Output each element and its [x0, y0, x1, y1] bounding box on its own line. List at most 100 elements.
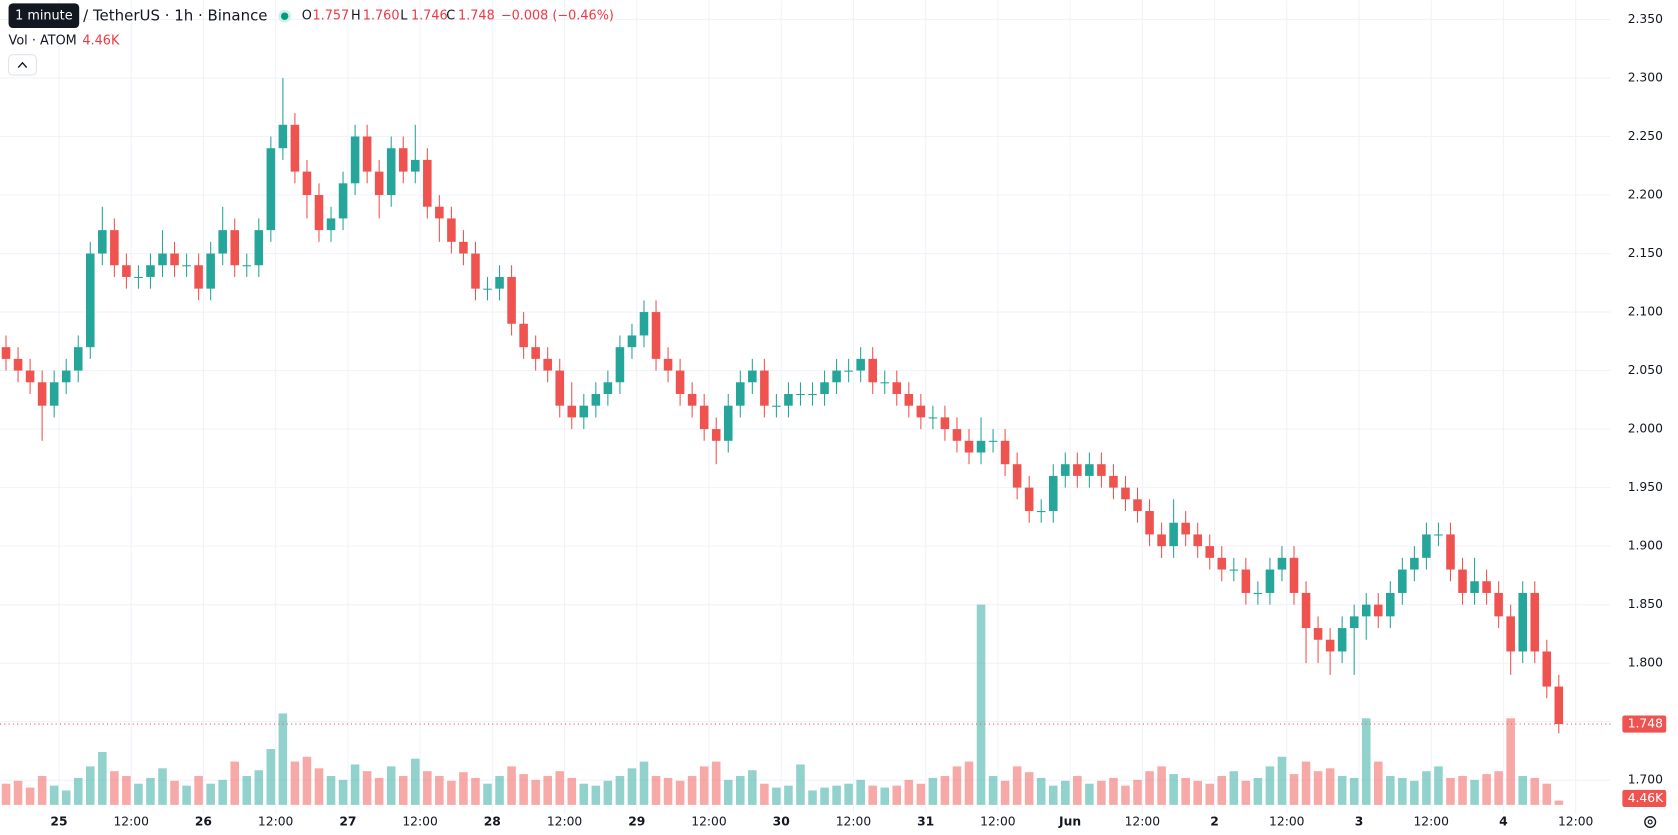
candle-body: [326, 218, 336, 231]
volume-bar: [49, 785, 59, 805]
candle-body: [1024, 487, 1034, 512]
y-tick-label: 1.700: [1628, 773, 1663, 787]
chart-title: Cosmos / TetherUS · 1h · Binance: [19, 7, 267, 25]
volume-bar: [904, 779, 914, 805]
x-tick-label: 26: [195, 815, 212, 829]
volume-bar: [567, 777, 577, 805]
candle-body: [1048, 475, 1058, 512]
candle-body: [748, 370, 757, 383]
candle-body: [134, 276, 143, 279]
volume-bar: [435, 776, 444, 805]
candle-body: [1482, 581, 1491, 593]
candle-body: [483, 288, 492, 290]
volume-bar: [579, 783, 589, 805]
volume-bar: [627, 768, 637, 805]
volume-bar: [1229, 771, 1239, 805]
volume-bar: [1349, 777, 1359, 805]
candle-body: [844, 370, 853, 372]
volume-bar: [170, 780, 179, 805]
volume-bar: [1, 783, 11, 805]
candle-body: [1325, 639, 1335, 652]
candle-body: [892, 382, 902, 394]
legend-value: 1.760: [363, 9, 400, 24]
volume-bar: [350, 764, 360, 805]
volume-bar: [206, 783, 215, 805]
volume-bar: [796, 764, 805, 805]
volume-bar: [1301, 761, 1311, 805]
candle-body: [1157, 534, 1166, 547]
volume-bar: [748, 770, 757, 805]
candle-body: [591, 393, 601, 406]
volume-bar: [13, 780, 23, 805]
volume-bar: [278, 713, 288, 805]
x-tick-label: 12:00: [1125, 815, 1160, 829]
tooltip-box: [8, 3, 80, 28]
volume-bar: [832, 785, 841, 805]
y-tick-label: 2.200: [1628, 188, 1663, 202]
candle-body: [1133, 499, 1142, 512]
volume-bar: [663, 777, 673, 805]
volume-bar: [326, 776, 336, 805]
volume-bar: [1506, 718, 1515, 805]
volume-bar: [1205, 783, 1215, 805]
candle-body: [1373, 604, 1383, 617]
settings-button[interactable]: [1644, 815, 1657, 829]
x-tick-label: 2: [1210, 815, 1219, 829]
candle-body: [1061, 464, 1070, 476]
candle-body: [603, 382, 613, 394]
volume-bar: [483, 783, 492, 805]
candle-body: [278, 124, 288, 149]
candle-body: [820, 382, 829, 394]
volume-bar: [1085, 783, 1094, 805]
candle-body: [1542, 651, 1552, 687]
candle-body: [423, 159, 432, 207]
candle-body: [1000, 440, 1010, 465]
x-tick-label: 27: [339, 815, 356, 829]
candle-body: [1073, 464, 1082, 476]
legend-key: O: [302, 9, 312, 24]
candle-body: [218, 230, 227, 254]
volume-bar: [61, 790, 71, 805]
y-tick-label: 1.850: [1628, 597, 1663, 611]
collapse-button[interactable]: [8, 54, 37, 76]
candle-body: [435, 206, 444, 219]
candle-body: [302, 171, 312, 196]
volume-bar: [1458, 776, 1467, 805]
legend-key: L: [400, 9, 408, 24]
candle-body: [242, 265, 252, 267]
volume-bar: [134, 783, 143, 805]
volume-bar: [1361, 718, 1371, 805]
candle-body: [1554, 686, 1564, 725]
candle-body: [146, 265, 155, 277]
x-tick-label: 30: [773, 815, 790, 829]
volume-bar: [952, 766, 962, 805]
candle-body: [1289, 557, 1299, 593]
candle-body: [338, 183, 348, 219]
candle-body: [507, 276, 516, 324]
candle-body: [711, 429, 721, 441]
candle-body: [1193, 534, 1202, 547]
candle-body: [543, 358, 552, 371]
volume-bar: [398, 776, 408, 805]
volume-bar: [988, 776, 998, 805]
candle-body: [314, 195, 324, 231]
volume-bar: [1554, 800, 1564, 805]
volume-bar: [651, 776, 661, 805]
candle-body: [808, 393, 817, 396]
volume-bar: [290, 761, 300, 805]
candle-body: [687, 393, 697, 406]
volume-bar: [543, 776, 552, 805]
x-tick-label: 12:00: [691, 815, 726, 829]
volume-bar: [1530, 777, 1540, 805]
volume-bar: [784, 785, 793, 805]
last-price-box: [1622, 715, 1667, 733]
x-tick-label: 28: [484, 815, 501, 829]
y-tick-label: 2.050: [1628, 363, 1663, 377]
volume-bar: [37, 776, 47, 805]
candle-body: [350, 136, 360, 184]
volume-bar: [519, 774, 528, 805]
candle-body: [37, 382, 47, 406]
volume-bar: [1217, 776, 1227, 805]
x-tick-label: Jun: [1058, 815, 1081, 829]
